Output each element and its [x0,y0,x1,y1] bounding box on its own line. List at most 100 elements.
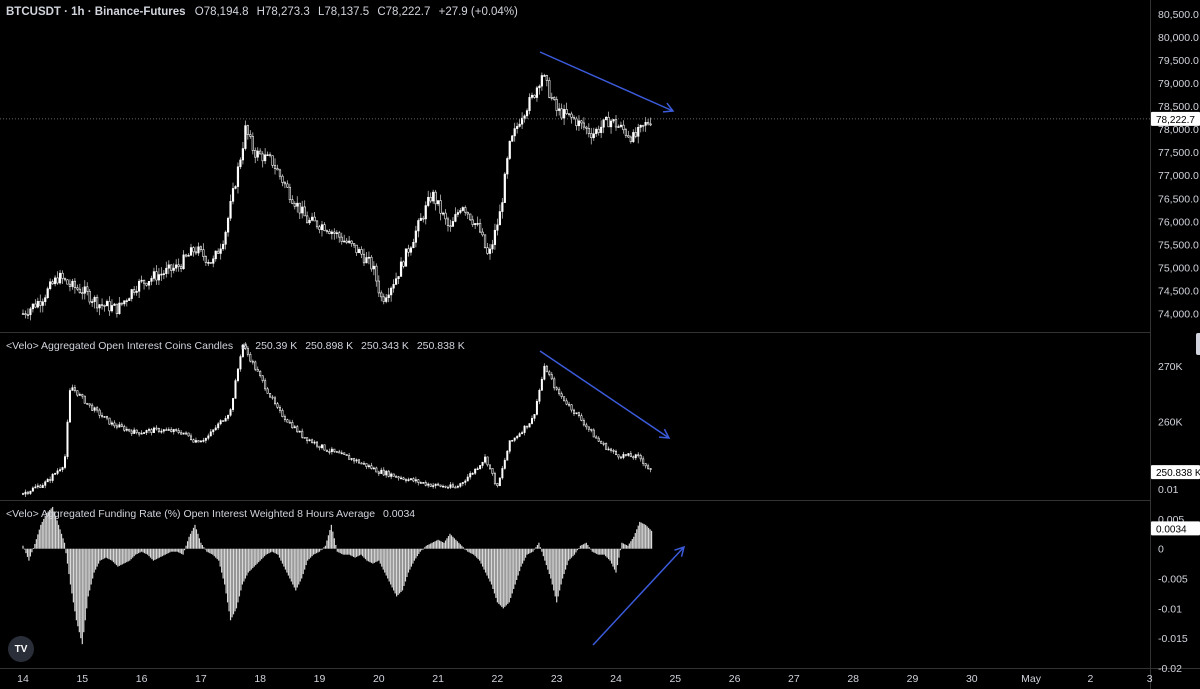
funding-bar [441,542,444,549]
last-price-label[interactable]: 78,222.7 [1151,111,1200,126]
funding-bar [388,548,390,582]
funding-bar [541,548,543,552]
funding-bar [637,525,639,549]
funding-legend[interactable]: <Velo> Aggregated Funding Rate (%) Open … [6,508,420,520]
funding-bar [529,548,531,554]
funding-bar [385,548,387,576]
funding-bar [72,548,75,603]
funding-bar [163,548,165,556]
oi-legend[interactable]: <Velo> Aggregated Open Interest Coins Ca… [6,340,470,352]
candle-body [182,254,185,270]
funding-title[interactable]: <Velo> Aggregated Funding Rate (%) Open … [6,508,376,520]
funding-bar [430,543,432,549]
candle-body [145,282,148,286]
price-pane[interactable] [0,72,1150,321]
candle-body [157,428,160,432]
funding-bar [173,548,175,552]
candle-body [454,214,457,222]
funding-bar [461,545,463,549]
candle-body [61,467,64,470]
symbol-label[interactable]: BTCUSDT · 1h · Binance-Futures [6,6,186,18]
funding-bar [74,548,76,612]
candle-body [288,421,291,424]
candle-body [298,202,301,214]
funding-bar [594,548,596,554]
candle-body [78,394,81,396]
funding-bar [323,547,325,549]
funding-bar [467,548,469,552]
candle-body [619,124,623,127]
candle-body [182,432,185,435]
funding-bar [633,536,635,549]
candle-body [538,389,541,402]
candle-body [143,432,146,434]
pane-resize-handle[interactable] [1196,333,1200,355]
candle-body [288,186,291,200]
candle-body [298,430,301,433]
candle-body [577,120,581,127]
funding-bar [83,548,85,633]
time-tick-label: 24 [610,673,622,685]
funding-bar [326,540,328,549]
funding-bar [212,548,214,555]
funding-bar [265,548,267,555]
funding-bar [354,548,356,558]
candle-body [590,133,593,139]
funding-bar [567,548,570,561]
candle-body [516,126,519,129]
candle-body [382,296,385,302]
open-interest-pane[interactable] [21,342,652,497]
candle-body [555,99,558,111]
funding-bar [642,523,644,549]
candle-body [553,97,556,100]
candle-body [204,256,207,263]
oi-title[interactable]: <Velo> Aggregated Open Interest Coins Ca… [6,340,234,352]
funding-bar [185,545,187,549]
funding-bar [127,548,129,562]
trend-arrows[interactable] [539,51,686,646]
candle-body [597,128,600,133]
candle-body [180,266,183,270]
candle-body [479,465,482,469]
funding-tick-label: -0.015 [1158,633,1188,645]
funding-bar [481,548,484,567]
tradingview-logo-icon[interactable]: TV [8,636,34,662]
candle-body [508,440,511,452]
funding-bar [384,548,386,573]
funding-bar [591,548,593,552]
funding-bar [350,548,352,556]
candle-body [451,221,455,227]
last-funding-label[interactable]: 0.0034 [1151,521,1200,536]
funding-bar [487,548,490,579]
funding-rate-pane[interactable] [22,506,653,645]
funding-bar [462,547,464,549]
last-oi-label[interactable]: 250.838 K [1151,465,1200,480]
candle-body [234,186,237,189]
funding-bar [268,548,270,554]
price-axis[interactable]: 80,500.0 80,000.0 79,500.0 79,000.0 78,500.0… [1151,9,1200,675]
candle-body [150,429,153,433]
funding-bar [504,548,506,607]
candle-body [622,124,625,131]
candle-body [375,265,378,282]
funding-bar [26,548,29,557]
funding-bar [281,548,284,564]
candle-body [96,296,99,309]
funding-bar [44,515,46,549]
candle-body [370,465,373,469]
candle-body [93,296,96,302]
trend-arrow-line [592,546,685,646]
candle-body [66,421,69,457]
funding-bar [206,548,208,552]
time-axis[interactable]: 14 15 16 17 18 19 20 21 22 23 24 25 26 27 28 29 30 May 2 3 [17,673,1153,685]
candle-body [96,407,99,411]
last-oi-label-bg [1151,465,1200,480]
candle-body [345,240,348,243]
funding-bar [351,548,353,557]
funding-bar [179,548,181,554]
funding-bar [450,535,453,549]
candle-body [175,429,178,431]
main-legend[interactable]: BTCUSDT · 1h · Binance-Futures O78,194.8… [6,6,523,18]
candle-body [476,223,479,225]
